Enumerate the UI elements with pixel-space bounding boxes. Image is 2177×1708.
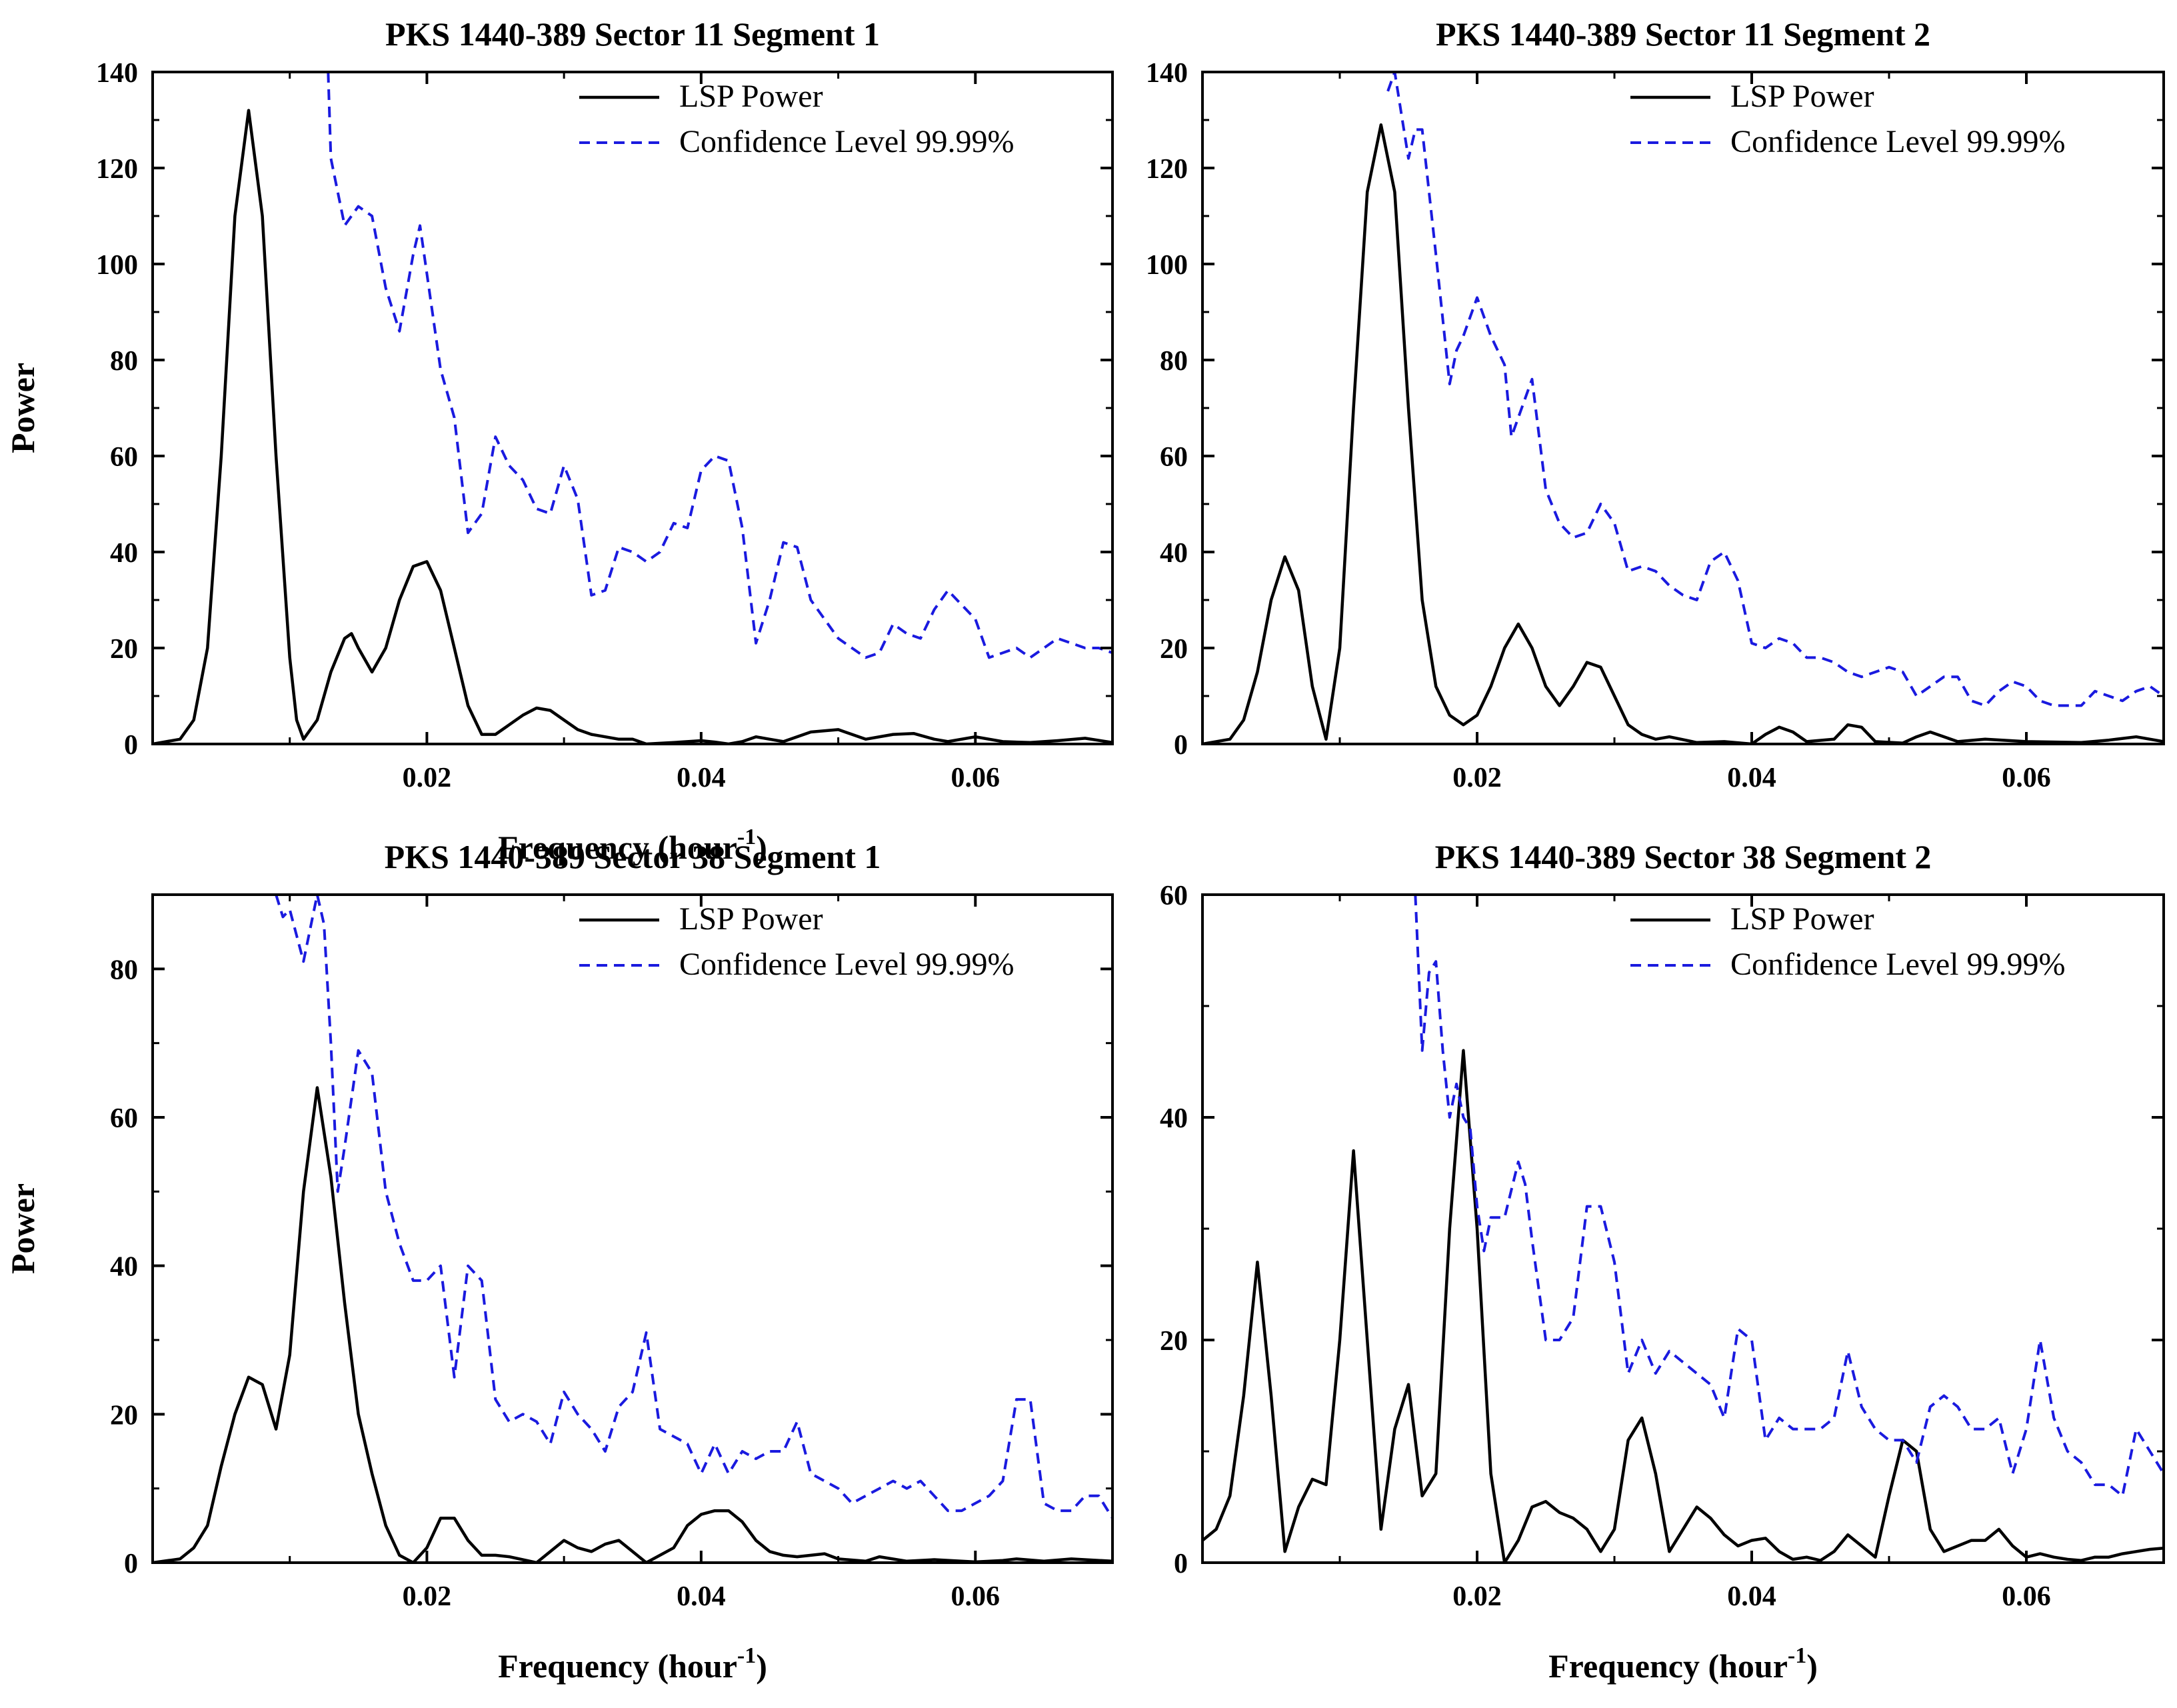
y-tick-label: 40 — [110, 538, 138, 569]
panel-title: PKS 1440-389 Sector 11 Segment 1 — [385, 15, 880, 53]
y-tick-label: 60 — [110, 1103, 138, 1134]
x-axis-label-sup: -1 — [1788, 1643, 1806, 1668]
legend-lsp-label: LSP Power — [1730, 79, 1874, 114]
plot-frame — [151, 71, 1114, 745]
y-tick-label: 100 — [96, 250, 138, 281]
x-tick-label: 0.06 — [2002, 1581, 2051, 1612]
panel-2: PKS 1440-389 Sector 11 Segment 2 0 20 40 60 8… — [1146, 15, 2165, 793]
x-axis-label-close: ) — [756, 829, 767, 866]
x-axis-label: Frequency (hour-1) — [498, 825, 767, 866]
lsp-power-line — [1202, 123, 2164, 744]
panel-title: PKS 1440-389 Sector 38 Segment 1 — [385, 838, 881, 875]
confidence-line — [1414, 895, 2164, 1497]
x-tick-label: 0.04 — [1727, 763, 1776, 793]
x-tick-label: 0.06 — [2002, 763, 2051, 793]
y-tick-label: 60 — [1160, 442, 1188, 473]
x-tick-label: 0.06 — [951, 763, 1001, 793]
x-tick-label: 0.02 — [403, 763, 452, 793]
y-tick-label: 120 — [96, 154, 138, 185]
y-tick-label: 20 — [110, 634, 138, 665]
y-tick-label: 140 — [96, 58, 138, 89]
y-tick-label: 0 — [1174, 730, 1188, 761]
confidence-line — [327, 72, 1112, 659]
x-tick-label: 0.04 — [677, 763, 726, 793]
y-tick-label: 60 — [110, 442, 138, 473]
x-axis-label: Frequency (hour-1) — [498, 1643, 767, 1685]
y-tick-label: 0 — [124, 1549, 138, 1579]
x-tick-label: 0.04 — [1727, 1581, 1776, 1612]
panel-title: PKS 1440-389 Sector 38 Segment 2 — [1435, 838, 1932, 875]
x-axis-label-text: Frequency (hour — [498, 1647, 737, 1685]
x-tick-label: 0.02 — [1452, 1581, 1502, 1612]
y-tick-label: 80 — [110, 346, 138, 377]
y-tick-label: 0 — [124, 730, 138, 761]
y-tick-label: 40 — [1160, 538, 1188, 569]
panel-3: PKS 1440-389 Sector 38 Segment 1 0 20 40 60 8… — [4, 838, 1114, 1685]
confidence-line — [275, 895, 1112, 1519]
legend-lsp-label: LSP Power — [679, 79, 823, 114]
panel-title: PKS 1440-389 Sector 11 Segment 2 — [1436, 15, 1930, 53]
y-tick-label: 40 — [1160, 1103, 1188, 1134]
confidence-line — [1386, 72, 2164, 707]
x-axis-label-text: Frequency (hour — [498, 829, 737, 866]
panel-4: PKS 1440-389 Sector 38 Segment 2 0 20 40 60 0… — [1160, 838, 2165, 1685]
y-axis-label: Power — [4, 1183, 41, 1274]
legend-confidence-label: Confidence Level 99.99% — [1730, 947, 2066, 982]
y-tick-label: 120 — [1146, 154, 1188, 185]
x-tick-label: 0.04 — [677, 1581, 726, 1612]
x-axis-label-sup: -1 — [737, 1643, 756, 1668]
legend-confidence-label: Confidence Level 99.99% — [679, 124, 1015, 159]
lsp-power-line — [153, 109, 1112, 744]
y-tick-label: 80 — [110, 955, 138, 985]
y-tick-label: 100 — [1146, 250, 1188, 281]
y-tick-label: 60 — [1160, 881, 1188, 911]
x-tick-label: 0.06 — [951, 1581, 1001, 1612]
lsp-power-line — [153, 1086, 1112, 1563]
y-tick-label: 20 — [1160, 634, 1188, 665]
legend-lsp-label: LSP Power — [679, 901, 823, 937]
y-tick-label: 140 — [1146, 58, 1188, 89]
y-tick-label: 20 — [1160, 1326, 1188, 1357]
plot-frame — [151, 893, 1114, 1564]
x-axis-label-close: ) — [756, 1647, 767, 1685]
x-axis-label-sup: -1 — [737, 825, 756, 849]
x-axis-label: Frequency (hour-1) — [1548, 1643, 1818, 1685]
y-tick-label: 80 — [1160, 346, 1188, 377]
lsp-power-line — [1202, 1049, 2164, 1563]
legend-confidence-label: Confidence Level 99.99% — [679, 947, 1015, 982]
x-tick-label: 0.02 — [403, 1581, 452, 1612]
legend-lsp-label: LSP Power — [1730, 901, 1874, 937]
y-axis-label: Power — [4, 363, 41, 453]
y-tick-label: 20 — [110, 1400, 138, 1431]
x-axis-label-text: Frequency (hour — [1548, 1647, 1788, 1685]
x-axis-label-close: ) — [1806, 1647, 1818, 1685]
panel-1: PKS 1440-389 Sector 11 Segment 1 0 20 40 60 8… — [4, 15, 1114, 866]
y-tick-label: 0 — [1174, 1549, 1188, 1579]
y-tick-label: 40 — [110, 1252, 138, 1283]
legend-confidence-label: Confidence Level 99.99% — [1730, 124, 2066, 159]
x-tick-label: 0.02 — [1452, 763, 1502, 793]
plot-frame — [1201, 71, 2165, 745]
